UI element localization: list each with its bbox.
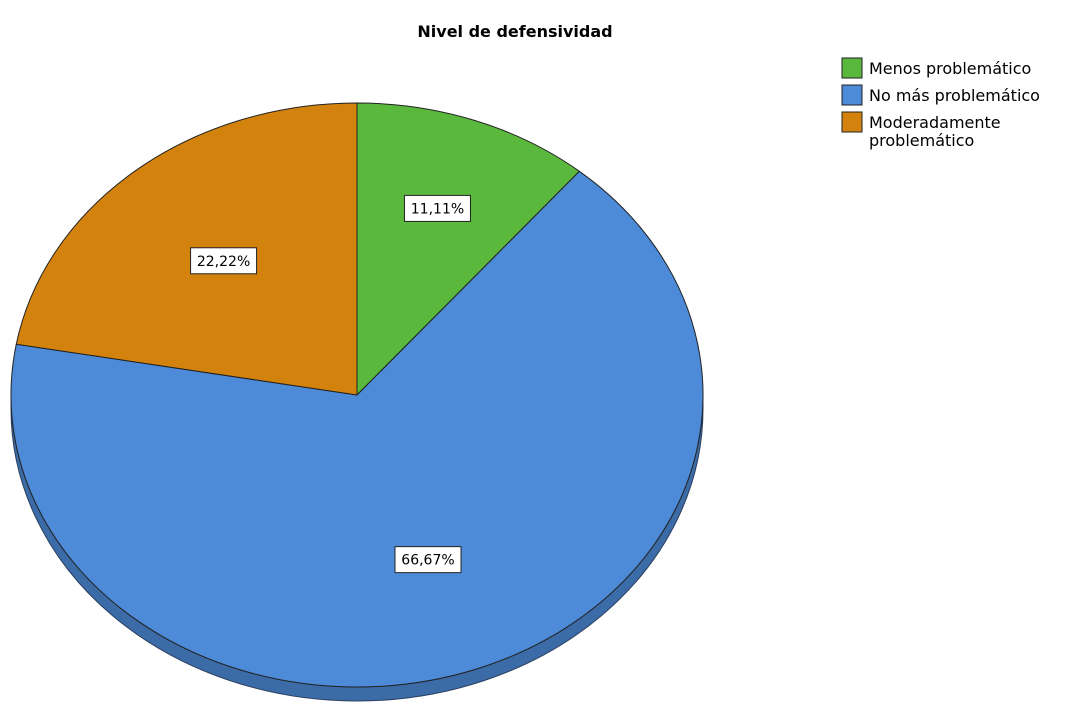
legend-swatch xyxy=(841,84,863,106)
chart-title: Nivel de defensividad xyxy=(417,22,612,41)
data-label-no-mas-problematico: 66,67% xyxy=(394,546,462,574)
legend-swatch xyxy=(841,57,863,79)
data-label-moderadamente-problematico: 22,22% xyxy=(190,247,258,275)
pie-slice-menos-problematico xyxy=(356,102,581,397)
data-label-text: 22,22% xyxy=(197,254,250,270)
legend: Menos problemático No más problemático Mod… xyxy=(841,57,1040,150)
data-label-text: 66,67% xyxy=(401,553,454,569)
pie-slice-moderadamente-problematico xyxy=(15,102,358,396)
data-label-box xyxy=(394,546,462,574)
legend-swatch xyxy=(841,111,863,133)
legend-label: problemático xyxy=(869,131,974,150)
data-label-box xyxy=(190,247,258,275)
legend-label: No más problemático xyxy=(869,86,1040,105)
pie-data-labels: 11,11% 66,67% 22,22% xyxy=(190,194,471,574)
pie-slices xyxy=(10,102,704,688)
legend-label: Menos problemático xyxy=(869,59,1031,78)
data-label-box xyxy=(403,194,471,222)
legend-item-menos-problematico: Menos problemático xyxy=(841,57,1031,79)
legend-label: Moderadamente xyxy=(869,113,1001,132)
pie-slice-no-mas-problematico xyxy=(10,170,704,688)
data-label-text: 11,11% xyxy=(411,201,464,217)
data-label-menos-problematico: 11,11% xyxy=(403,194,471,222)
legend-item-no-mas-problematico: No más problemático xyxy=(841,84,1040,106)
